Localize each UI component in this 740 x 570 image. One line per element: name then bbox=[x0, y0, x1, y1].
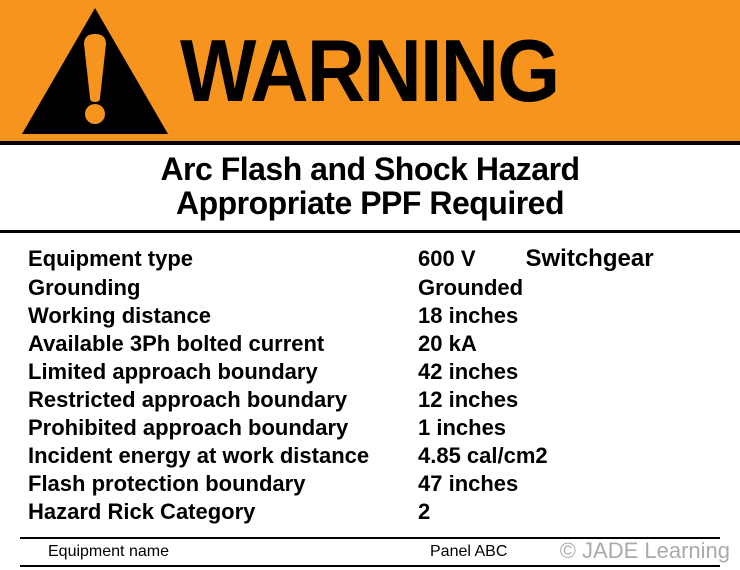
footer-label: Equipment name bbox=[48, 543, 430, 561]
row-label: Restricted approach boundary bbox=[28, 387, 418, 413]
table-row: Working distance 18 inches bbox=[28, 303, 712, 329]
table-row: Flash protection boundary 47 inches bbox=[28, 471, 712, 497]
row-label: Working distance bbox=[28, 303, 418, 329]
row-value: 2 bbox=[418, 499, 430, 525]
row-value: 47 inches bbox=[418, 471, 518, 497]
row-label: Available 3Ph bolted current bbox=[28, 331, 418, 357]
table-row: Limited approach boundary 42 inches bbox=[28, 359, 712, 385]
watermark: © JADE Learning bbox=[560, 538, 730, 564]
table-row: Equipment type 600 V Switchgear bbox=[28, 245, 712, 273]
table-row: Prohibited approach boundary 1 inches bbox=[28, 415, 712, 441]
warning-triangle-icon bbox=[20, 6, 170, 136]
row-label: Prohibited approach boundary bbox=[28, 415, 418, 441]
warning-header: WARNING bbox=[0, 0, 740, 145]
row-label: Hazard Rick Category bbox=[28, 499, 418, 525]
row-extra: Switchgear bbox=[526, 245, 654, 273]
row-value: 18 inches bbox=[418, 303, 518, 329]
row-value: 1 inches bbox=[418, 415, 506, 441]
row-value: 42 inches bbox=[418, 359, 518, 385]
row-value: 20 kA bbox=[418, 331, 477, 357]
warning-word: WARNING bbox=[180, 20, 558, 122]
row-label: Limited approach boundary bbox=[28, 359, 418, 385]
row-value: 4.85 cal/cm2 bbox=[418, 443, 548, 469]
row-value: Grounded bbox=[418, 275, 523, 301]
table-row: Available 3Ph bolted current 20 kA bbox=[28, 331, 712, 357]
table-row: Incident energy at work distance 4.85 ca… bbox=[28, 443, 712, 469]
row-label: Equipment type bbox=[28, 246, 418, 272]
row-value: 12 inches bbox=[418, 387, 518, 413]
table-row: Grounding Grounded bbox=[28, 275, 712, 301]
row-label: Flash protection boundary bbox=[28, 471, 418, 497]
footer-value: Panel ABC bbox=[430, 543, 507, 561]
hazard-line-2: Appropriate PPF Required bbox=[0, 187, 740, 221]
row-label: Incident energy at work distance bbox=[28, 443, 418, 469]
table-row: Restricted approach boundary 12 inches bbox=[28, 387, 712, 413]
row-value: 600 V bbox=[418, 246, 476, 272]
hazard-line-1: Arc Flash and Shock Hazard bbox=[0, 153, 740, 187]
data-table: Equipment type 600 V Switchgear Groundin… bbox=[0, 233, 740, 531]
row-label: Grounding bbox=[28, 275, 418, 301]
hazard-title: Arc Flash and Shock Hazard Appropriate P… bbox=[0, 145, 740, 233]
table-row: Hazard Rick Category 2 bbox=[28, 499, 712, 525]
